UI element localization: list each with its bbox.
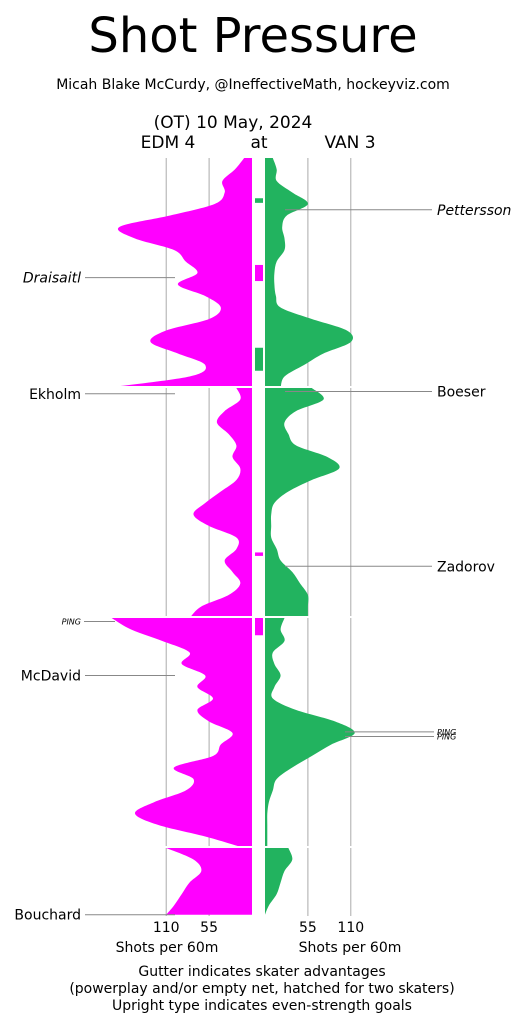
footnote-1: Gutter indicates skater advantages	[138, 964, 385, 980]
axis-ticks: 110 55 55 110	[153, 920, 364, 936]
home-area-period-4	[265, 848, 293, 915]
away-advantage-bar	[255, 552, 263, 556]
ping-label: PING	[437, 732, 456, 741]
footnote-2: (powerplay and/or empty net, hatched for…	[69, 981, 454, 997]
away-area-period-3	[111, 618, 252, 848]
rate-areas	[90, 158, 400, 915]
home-area-period-2	[265, 388, 340, 618]
away-area-period-4	[166, 848, 252, 915]
home-team-label: VAN 3	[324, 133, 375, 153]
home-area-period-3	[265, 618, 355, 848]
goal-label: Draisaitl	[23, 271, 81, 287]
chart-subtitle: Micah Blake McCurdy, @IneffectiveMath, h…	[56, 77, 450, 93]
at-label: at	[250, 133, 267, 153]
ping-label: PING	[437, 728, 456, 737]
goal-label: Bouchard	[14, 908, 81, 924]
goal-label: Pettersson	[437, 203, 511, 219]
goal-label: McDavid	[21, 669, 81, 685]
goal-annotations: Pettersson Draisaitl Ekholm Boeser Zadorov Mc…	[14, 203, 511, 924]
chart-title: Shot Pressure	[88, 8, 417, 64]
tick-label-left: 110	[153, 920, 180, 936]
away-advantage-bar	[255, 618, 263, 636]
tick-label-left: 55	[200, 920, 218, 936]
footnote-3: Upright type indicates even-strength goa…	[112, 998, 412, 1014]
tick-label-right: 110	[337, 920, 364, 936]
x-axis-label-right: Shots per 60m	[299, 940, 402, 956]
away-area-period-2	[189, 388, 252, 618]
goal-label: Ekholm	[29, 387, 81, 403]
away-advantage-bar	[255, 264, 263, 282]
game-note: (OT) 10 May, 2024	[154, 113, 313, 133]
away-area-period-1	[103, 158, 252, 388]
home-advantage-bar	[255, 347, 263, 371]
x-axis-label-left: Shots per 60m	[116, 940, 219, 956]
advantage-gutter	[255, 198, 263, 636]
ping-label: PING	[62, 617, 81, 626]
home-advantage-bar	[255, 198, 263, 203]
away-team-label: EDM 4	[141, 133, 196, 153]
goal-label: Zadorov	[437, 559, 495, 575]
home-area-period-1	[265, 158, 353, 388]
goal-label: Boeser	[437, 384, 486, 400]
tick-label-right: 55	[299, 920, 317, 936]
